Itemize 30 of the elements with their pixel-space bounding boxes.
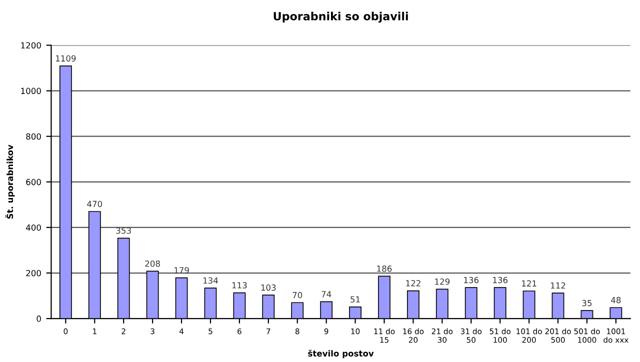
data-label: 1109 <box>56 55 76 62</box>
data-label: 353 <box>116 227 131 234</box>
y-tick-label: 1000 <box>21 88 41 94</box>
data-label: 122 <box>406 280 420 286</box>
y-tick-label: 1200 <box>21 42 41 49</box>
data-label: 48 <box>611 296 621 304</box>
data-label: 121 <box>522 280 536 286</box>
data-label: 179 <box>174 267 189 274</box>
data-label: 129 <box>435 278 450 285</box>
y-tick-label: 0 <box>36 316 41 322</box>
data-label: 470 <box>87 200 102 208</box>
y-axis-title: Št. uporabnikov <box>5 144 15 219</box>
data-label: 103 <box>261 284 276 291</box>
chart-title: Uporabniki so objavili <box>274 12 408 23</box>
data-label: 51 <box>350 296 360 303</box>
data-label: 74 <box>322 291 332 298</box>
y-tick-label: 800 <box>26 133 41 140</box>
data-label: 113 <box>232 282 247 288</box>
data-label: 208 <box>145 260 160 267</box>
data-label: 186 <box>377 266 392 272</box>
data-label: 136 <box>464 276 479 284</box>
data-label: 35 <box>582 300 592 306</box>
x-axis-title: število postov <box>308 350 374 358</box>
data-label: 136 <box>493 276 508 284</box>
y-tick-label: 600 <box>26 178 41 186</box>
data-label: 134 <box>203 277 218 284</box>
y-tick-label: 200 <box>26 270 41 276</box>
data-label: 112 <box>550 282 566 289</box>
data-label: 70 <box>292 292 302 298</box>
y-tick-label: 400 <box>26 224 41 231</box>
